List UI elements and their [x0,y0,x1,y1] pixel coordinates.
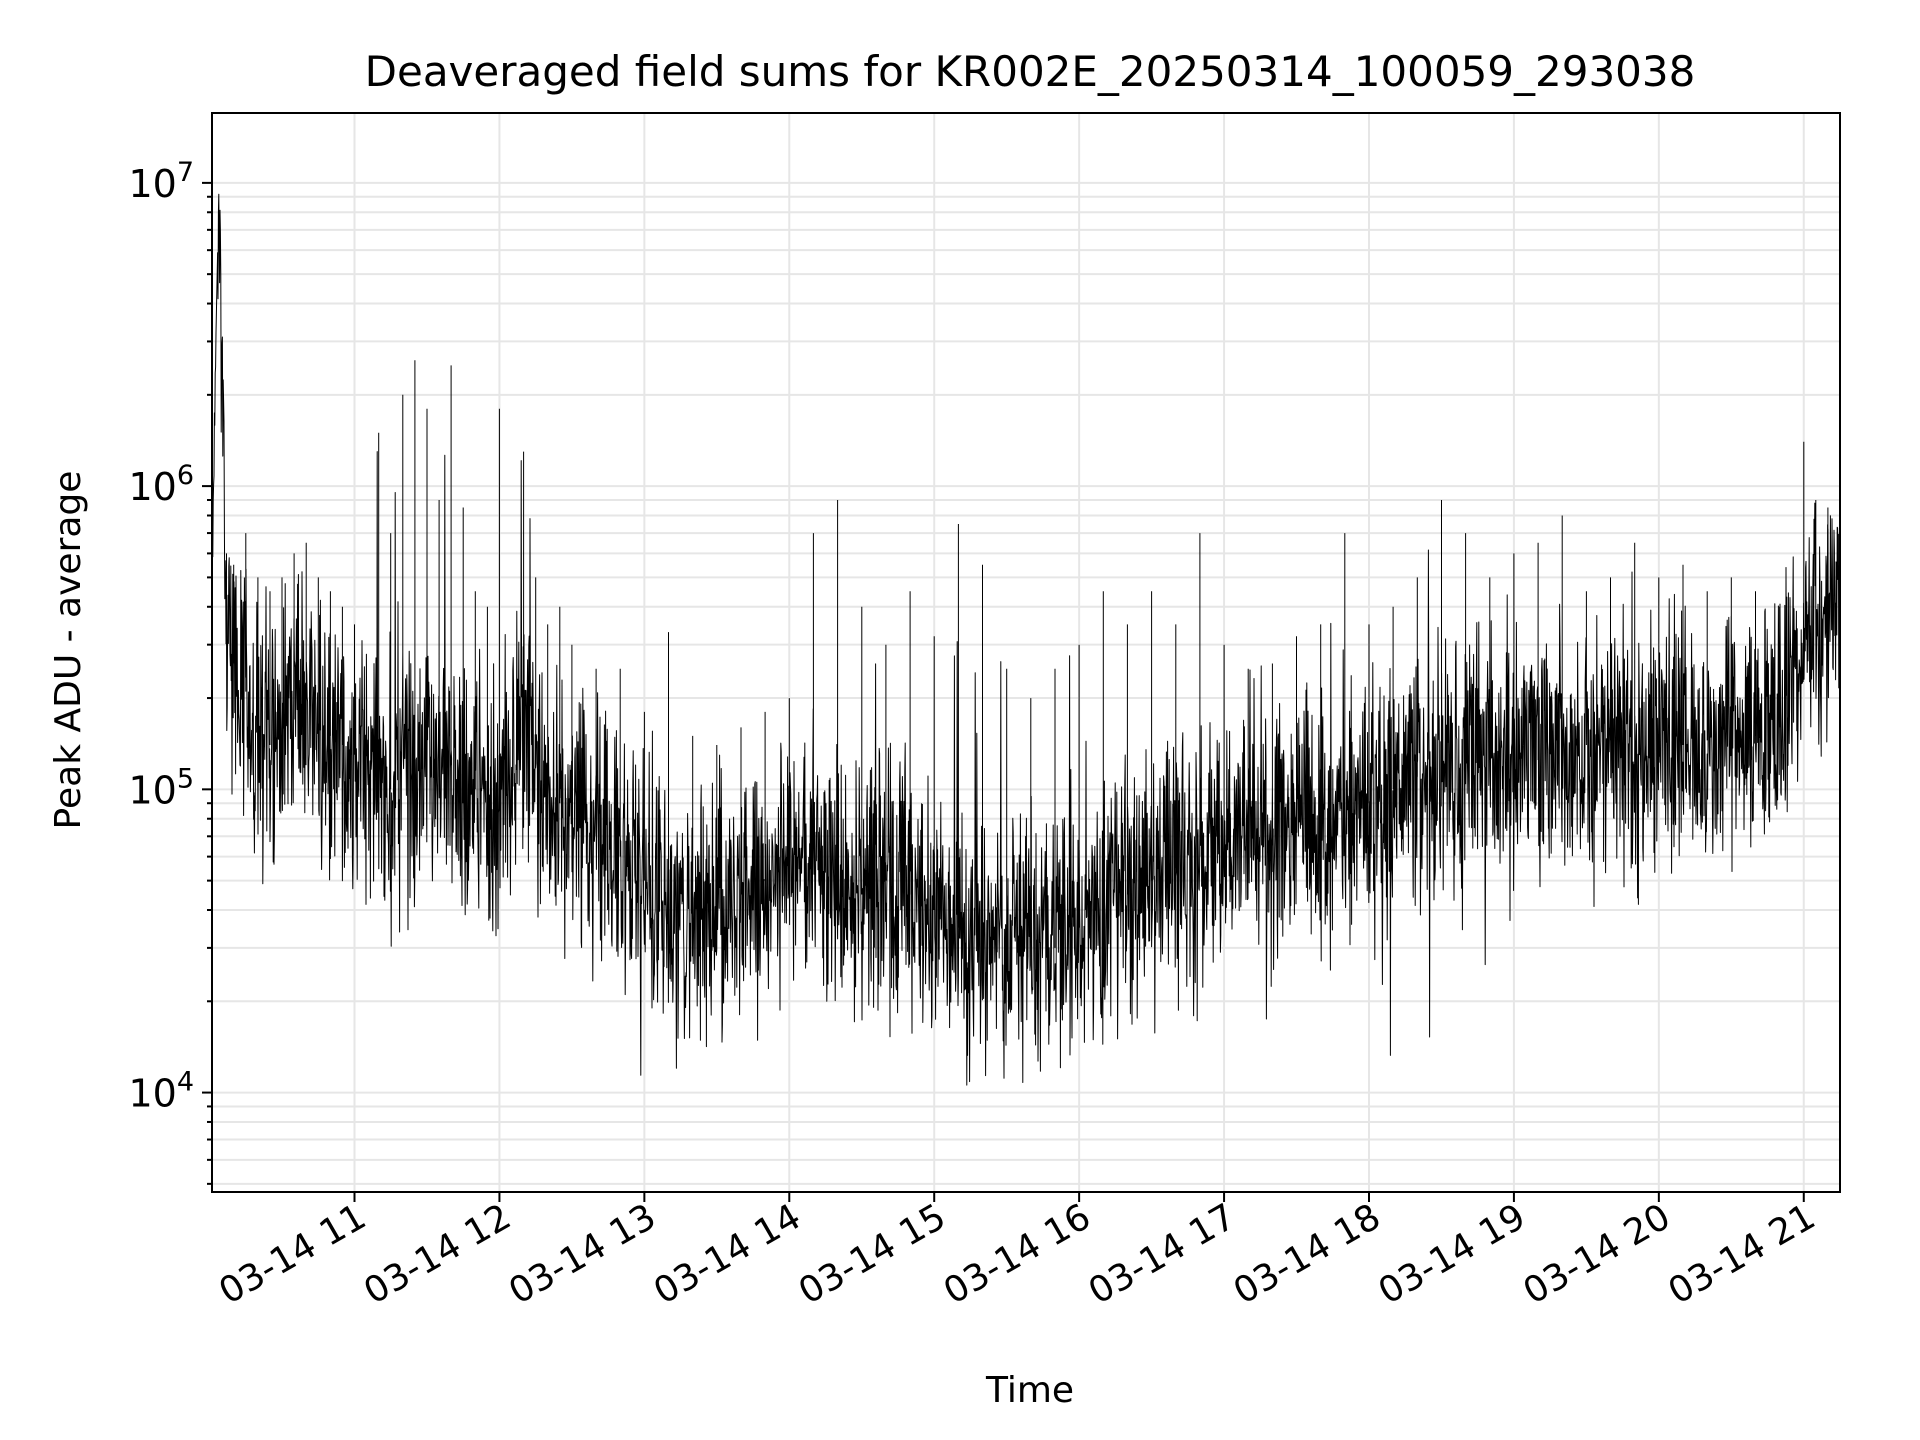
y-axis-label: Peak ADU - average [48,471,89,830]
y-tick-label: 104 [128,1067,194,1116]
chart-title: Deaveraged field sums for KR002E_2025031… [365,47,1696,96]
series-path [211,193,1841,1086]
y-tick-label: 107 [128,157,194,206]
y-axis-ticks: 104 105 106 107 [128,157,212,1185]
x-axis-label: Time [985,1370,1074,1411]
y-tick-label: 106 [128,460,194,509]
y-tick-label: 105 [128,763,194,812]
series-line [211,193,1841,1086]
plot-area-frame [211,112,1841,1193]
